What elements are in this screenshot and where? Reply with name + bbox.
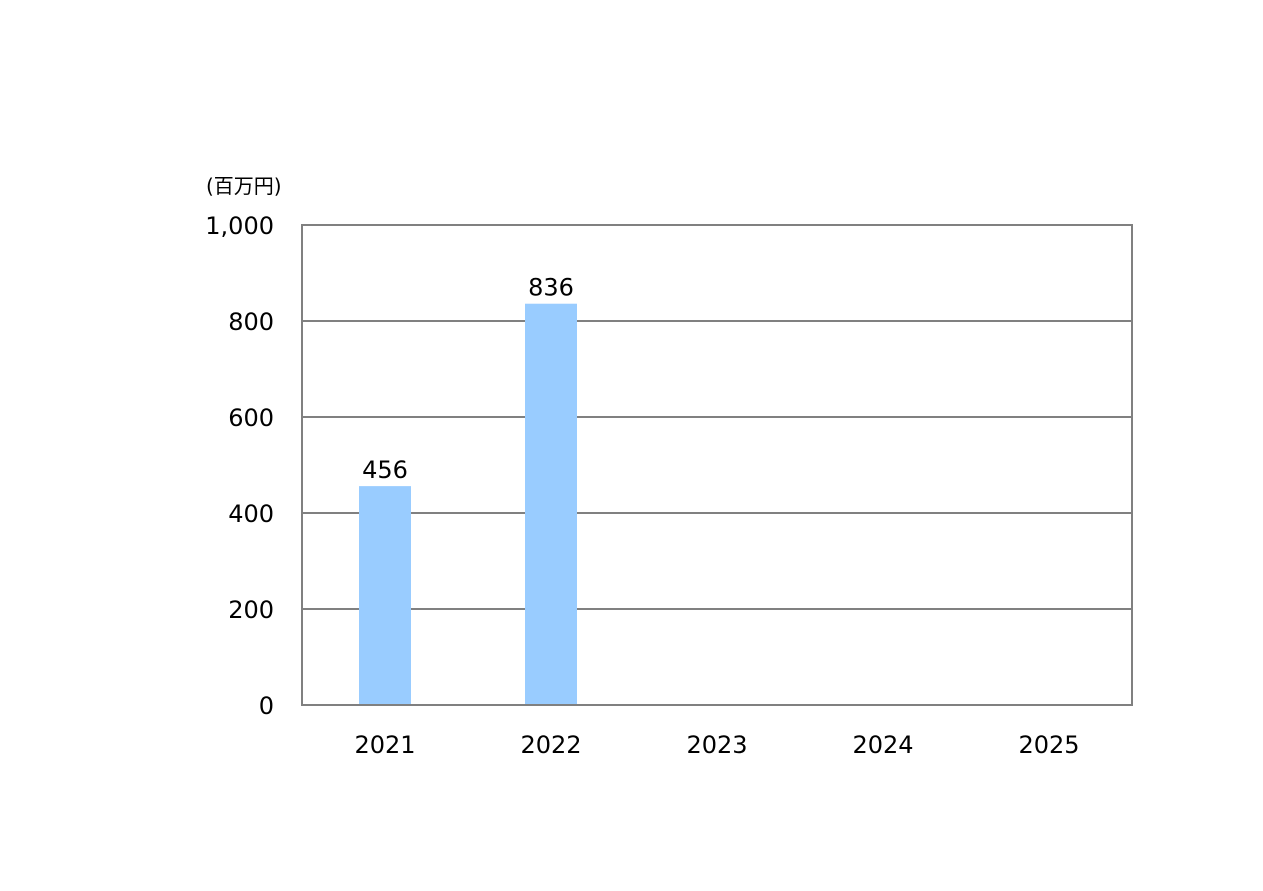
y-tick-label-200: 200 bbox=[228, 596, 274, 624]
plot-frame bbox=[301, 224, 1133, 706]
y-axis-unit-label: (百万円) bbox=[206, 174, 282, 198]
y-tick-label-1000: 1,000 bbox=[205, 212, 274, 240]
x-tick-label-2022: 2022 bbox=[520, 731, 581, 759]
grid-lines bbox=[302, 320, 1132, 610]
data-labels: 456 836 bbox=[362, 274, 574, 484]
y-tick-label-0: 0 bbox=[259, 692, 274, 720]
bar-2022 bbox=[525, 303, 577, 705]
y-tick-label-400: 400 bbox=[228, 500, 274, 528]
x-tick-label-2025: 2025 bbox=[1018, 731, 1079, 759]
x-axis-tick-labels: 2021 2022 2023 2024 2025 bbox=[354, 731, 1079, 759]
x-tick-label-2021: 2021 bbox=[354, 731, 415, 759]
x-tick-label-2024: 2024 bbox=[852, 731, 913, 759]
y-tick-label-800: 800 bbox=[228, 308, 274, 336]
plot-border bbox=[301, 224, 1133, 706]
bar-2021 bbox=[359, 486, 411, 705]
y-axis-tick-labels: 0 200 400 600 800 1,000 bbox=[205, 212, 274, 720]
data-label-2021: 456 bbox=[362, 456, 408, 484]
bars bbox=[359, 303, 577, 705]
data-label-2022: 836 bbox=[528, 274, 574, 302]
y-tick-label-600: 600 bbox=[228, 404, 274, 432]
x-tick-label-2023: 2023 bbox=[686, 731, 747, 759]
